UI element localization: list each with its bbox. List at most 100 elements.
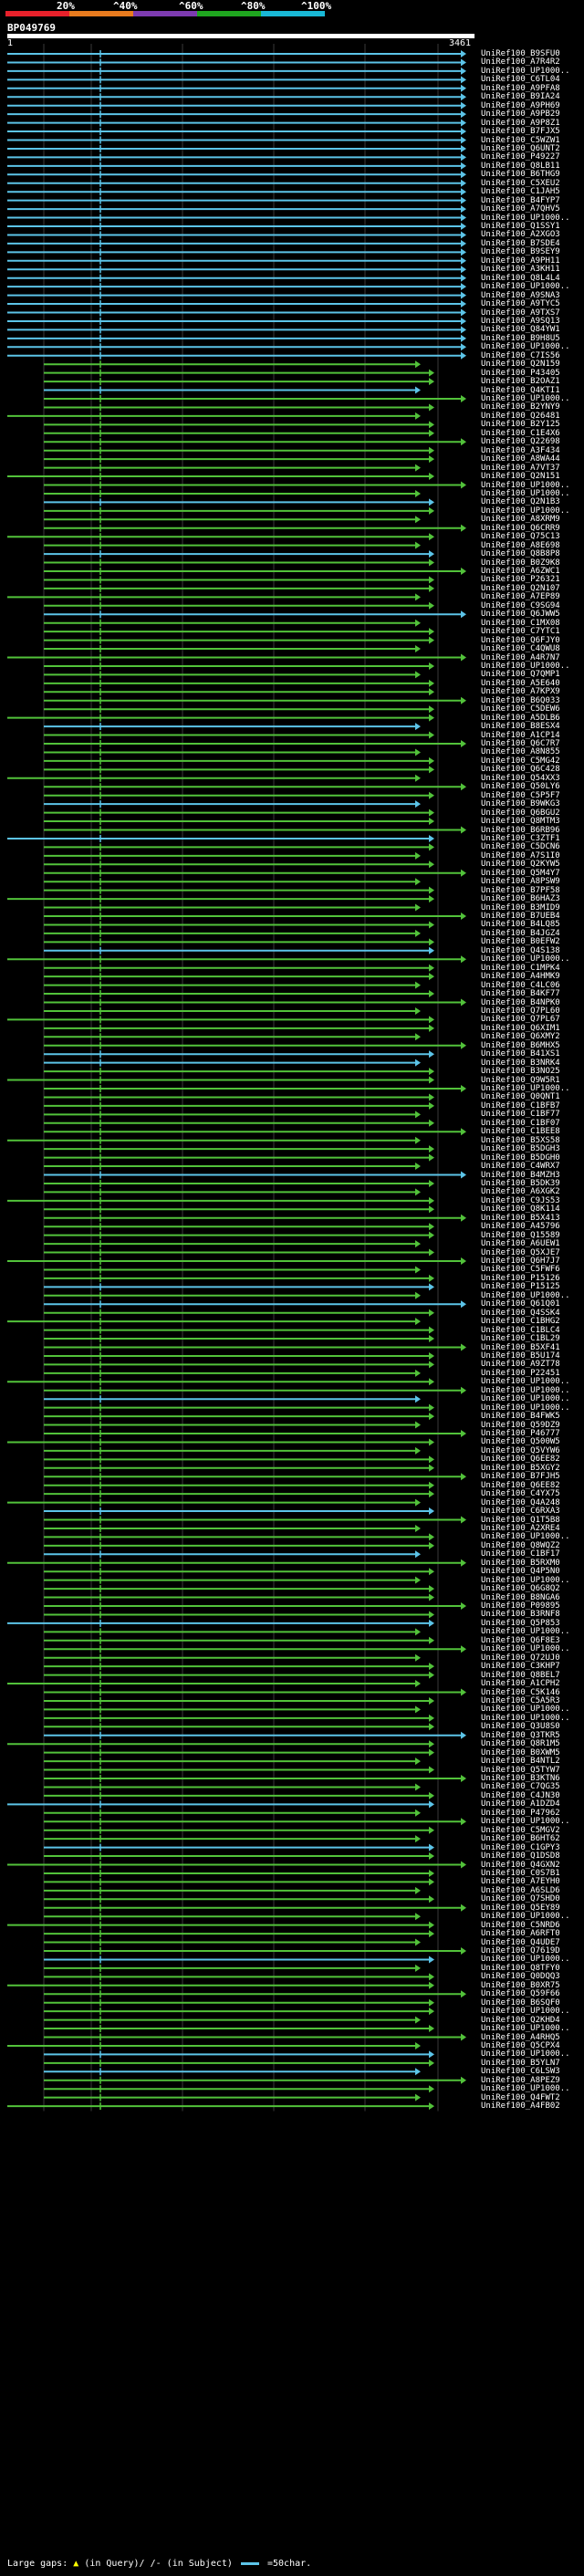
hit-label[interactable]: UniRef100_UP1000..: [481, 480, 570, 490]
hit-label[interactable]: UniRef100_B7FJX5: [481, 127, 560, 137]
hit-label[interactable]: UniRef100_UP1000..: [481, 1575, 570, 1585]
hit-label[interactable]: UniRef100_A3KH11: [481, 265, 560, 275]
hit-label[interactable]: UniRef100_UP1000..: [481, 1084, 570, 1093]
hit-label[interactable]: UniRef100_C7YTC1: [481, 627, 560, 637]
hit-label[interactable]: UniRef100_Q7QMP1: [481, 670, 560, 680]
hit-label[interactable]: UniRef100_Q6G8Q2: [481, 1584, 560, 1594]
hit-label[interactable]: UniRef100_A1CPH2: [481, 1679, 560, 1689]
hit-label[interactable]: UniRef100_Q6EE82: [481, 1480, 560, 1490]
hit-label[interactable]: UniRef100_Q5M4Y7: [481, 868, 560, 878]
hit-label[interactable]: UniRef100_B5X413: [481, 1213, 560, 1223]
hit-label[interactable]: UniRef100_A7R4R2: [481, 57, 560, 68]
hit-label[interactable]: UniRef100_UP1000..: [481, 1955, 570, 1965]
hit-label[interactable]: UniRef100_C4QWU8: [481, 644, 560, 654]
hit-label[interactable]: UniRef100_Q8WQZ2: [481, 1540, 560, 1550]
hit-label[interactable]: UniRef100_Q6C428: [481, 765, 560, 775]
hit-label[interactable]: UniRef100_Q6CRR9: [481, 523, 560, 533]
hit-label[interactable]: UniRef100_B5XF41: [481, 1342, 560, 1352]
hit-label[interactable]: UniRef100_Q8LB11: [481, 161, 560, 171]
hit-label[interactable]: UniRef100_B8ESX4: [481, 722, 560, 732]
hit-label[interactable]: UniRef100_UP1000..: [481, 2007, 570, 2017]
hit-label[interactable]: UniRef100_B7FJH5: [481, 1472, 560, 1482]
hit-label[interactable]: UniRef100_Q5EY89: [481, 1903, 560, 1913]
hit-label[interactable]: UniRef100_A8E698: [481, 540, 560, 550]
hit-label[interactable]: UniRef100_A4RHQ5: [481, 2032, 560, 2042]
hit-label[interactable]: UniRef100_C1MX08: [481, 618, 560, 628]
hit-label[interactable]: UniRef100_A4R7N7: [481, 652, 560, 662]
hit-label[interactable]: UniRef100_C5DEW6: [481, 704, 560, 714]
hit-label[interactable]: UniRef100_Q0QNT1: [481, 1092, 560, 1102]
hit-label[interactable]: UniRef100_B4JGZ4: [481, 928, 560, 938]
hit-label[interactable]: UniRef100_Q4KTI1: [481, 385, 560, 395]
hit-label[interactable]: UniRef100_B5YLN7: [481, 2058, 560, 2068]
hit-label[interactable]: UniRef100_B2YNY9: [481, 402, 560, 412]
hit-label[interactable]: UniRef100_A8XRM9: [481, 515, 560, 525]
hit-label[interactable]: UniRef100_Q72UJ0: [481, 1653, 560, 1663]
hit-label[interactable]: UniRef100_B6MHX5: [481, 1040, 560, 1050]
hit-label[interactable]: UniRef100_Q5TYW7: [481, 1765, 560, 1775]
hit-label[interactable]: UniRef100_C7QG35: [481, 1782, 560, 1792]
hit-label[interactable]: UniRef100_B9IA24: [481, 92, 560, 102]
hit-label[interactable]: UniRef100_A6ZWC1: [481, 567, 560, 576]
hit-label[interactable]: UniRef100_UP1000..: [481, 1532, 570, 1542]
hit-label[interactable]: UniRef100_Q5CPX4: [481, 2040, 560, 2050]
hit-label[interactable]: UniRef100_P47962: [481, 1808, 560, 1818]
hit-label[interactable]: UniRef100_A45796: [481, 1222, 560, 1232]
hit-label[interactable]: UniRef100_B3KTN6: [481, 1774, 560, 1783]
hit-label[interactable]: UniRef100_B5DGH0: [481, 1152, 560, 1163]
hit-label[interactable]: UniRef100_P15125: [481, 1282, 560, 1292]
hit-label[interactable]: UniRef100_B0EFW2: [481, 937, 560, 947]
hit-label[interactable]: UniRef100_C5MG42: [481, 756, 560, 766]
hit-label[interactable]: UniRef100_UP1000..: [481, 954, 570, 965]
hit-label[interactable]: UniRef100_B2OAZ1: [481, 377, 560, 387]
hit-label[interactable]: UniRef100_B4NPK0: [481, 997, 560, 1007]
hit-label[interactable]: UniRef100_UP1000..: [481, 661, 570, 671]
hit-label[interactable]: UniRef100_B3MID9: [481, 902, 560, 913]
hit-label[interactable]: UniRef100_B7UEB4: [481, 912, 560, 921]
hit-label[interactable]: UniRef100_C1GPY3: [481, 1842, 560, 1852]
hit-label[interactable]: UniRef100_UP1000..: [481, 1385, 570, 1395]
hit-label[interactable]: UniRef100_B0Z9K8: [481, 558, 560, 568]
hit-label[interactable]: UniRef100_A7VT37: [481, 463, 560, 473]
hit-label[interactable]: UniRef100_Q84YW1: [481, 325, 560, 335]
hit-label[interactable]: UniRef100_B41XS1: [481, 1049, 560, 1059]
hit-label[interactable]: UniRef100_UP1000..: [481, 1377, 570, 1387]
hit-label[interactable]: UniRef100_Q5P853: [481, 1618, 560, 1628]
hit-label[interactable]: UniRef100_A6XGK2: [481, 1187, 560, 1197]
hit-label[interactable]: UniRef100_UP1000..: [481, 2024, 570, 2034]
hit-label[interactable]: UniRef100_Q8K114: [481, 1205, 560, 1215]
hit-label[interactable]: UniRef100_UP1000..: [481, 1817, 570, 1827]
hit-label[interactable]: UniRef100_UP1000..: [481, 342, 570, 352]
hit-label[interactable]: UniRef100_Q4SSK4: [481, 1308, 560, 1318]
hit-label[interactable]: UniRef100_UP1000..: [481, 1394, 570, 1404]
hit-label[interactable]: UniRef100_Q59DZ9: [481, 1420, 560, 1430]
hit-label[interactable]: UniRef100_C1E4X6: [481, 428, 560, 438]
hit-label[interactable]: UniRef100_Q7PL67: [481, 1015, 560, 1025]
hit-label[interactable]: UniRef100_Q2N159: [481, 360, 560, 370]
hit-label[interactable]: UniRef100_A4FB02: [481, 2101, 560, 2112]
hit-label[interactable]: UniRef100_C4WRX7: [481, 1162, 560, 1172]
hit-label[interactable]: UniRef100_C5K146: [481, 1687, 560, 1697]
hit-label[interactable]: UniRef100_Q75C13: [481, 532, 560, 542]
hit-label[interactable]: UniRef100_C1BLC4: [481, 1325, 560, 1335]
hit-label[interactable]: UniRef100_B9SEY9: [481, 247, 560, 257]
hit-label[interactable]: UniRef100_A7EP89: [481, 592, 560, 602]
hit-label[interactable]: UniRef100_A8PEZ9: [481, 2075, 560, 2085]
hit-label[interactable]: UniRef100_B6THG9: [481, 170, 560, 180]
hit-label[interactable]: UniRef100_B3RNF8: [481, 1610, 560, 1620]
hit-label[interactable]: UniRef100_C1BF17: [481, 1549, 560, 1559]
hit-label[interactable]: UniRef100_B4KF77: [481, 989, 560, 999]
hit-label[interactable]: UniRef100_C4YX75: [481, 1489, 560, 1499]
hit-label[interactable]: UniRef100_Q26481: [481, 411, 560, 421]
hit-label[interactable]: UniRef100_Q5XJE7: [481, 1247, 560, 1257]
hit-label[interactable]: UniRef100_Q4FWT2: [481, 2092, 560, 2102]
hit-label[interactable]: UniRef100_A6UEW1: [481, 1239, 560, 1249]
hit-label[interactable]: UniRef100_C1BF77: [481, 1110, 560, 1120]
hit-label[interactable]: UniRef100_Q8BEL7: [481, 1670, 560, 1680]
hit-label[interactable]: UniRef100_A9SQ13: [481, 316, 560, 326]
hit-label[interactable]: UniRef100_Q8B8P8: [481, 549, 560, 559]
hit-label[interactable]: UniRef100_P49227: [481, 152, 560, 162]
hit-label[interactable]: UniRef100_Q7PL60: [481, 1006, 560, 1016]
hit-label[interactable]: UniRef100_Q15589: [481, 1230, 560, 1240]
hit-label[interactable]: UniRef100_A9PFA8: [481, 83, 560, 93]
